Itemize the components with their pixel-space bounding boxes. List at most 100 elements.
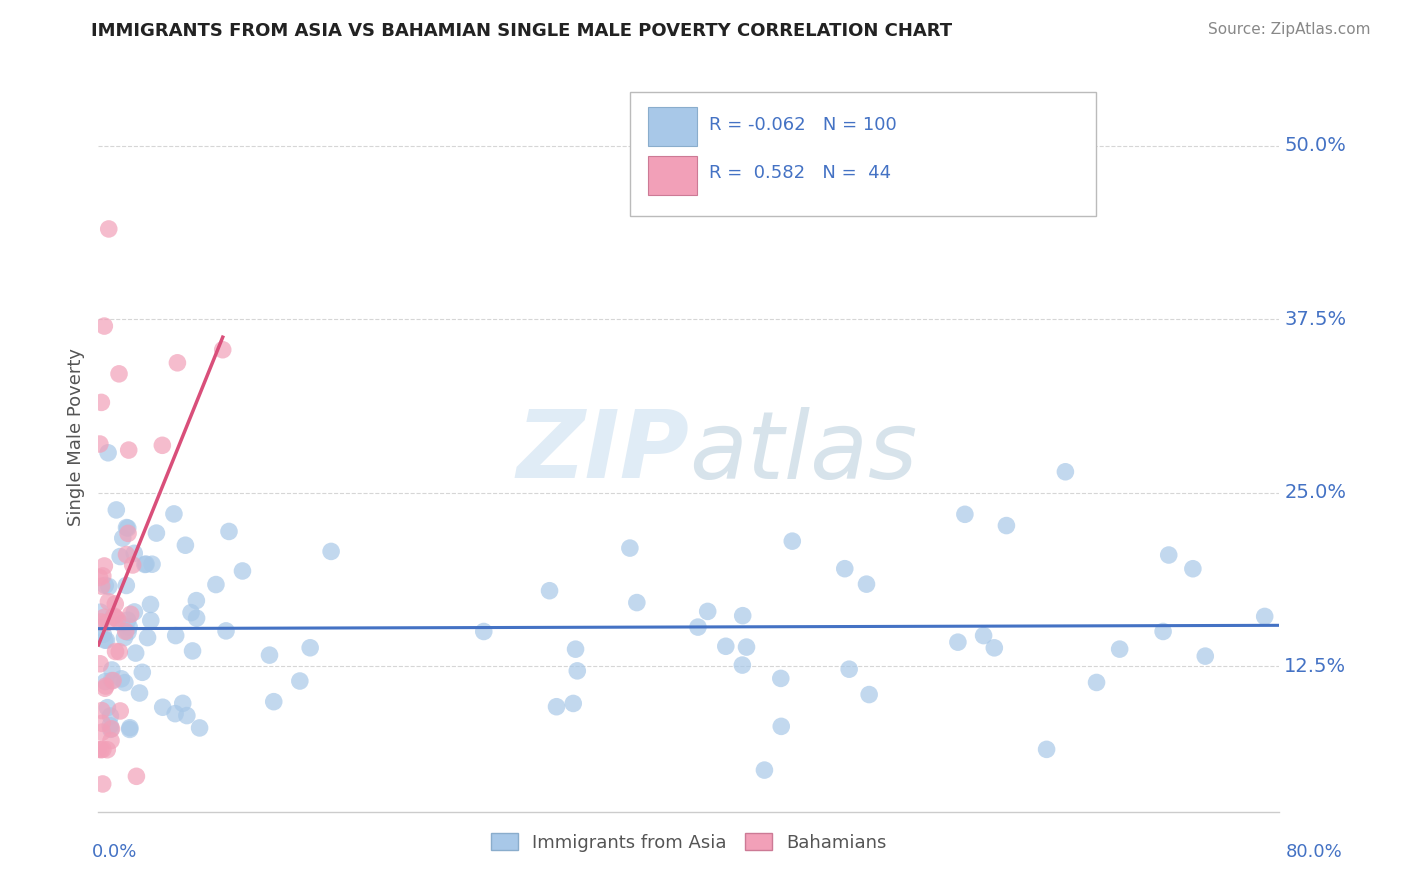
Point bbox=[108, 549, 131, 564]
Text: 80.0%: 80.0% bbox=[1286, 843, 1343, 861]
Point bbox=[90, 615, 112, 629]
Text: IMMIGRANTS FROM ASIA VS BAHAMIAN SINGLE MALE POVERTY CORRELATION CHART: IMMIGRANTS FROM ASIA VS BAHAMIAN SINGLE … bbox=[91, 22, 952, 40]
Point bbox=[110, 672, 132, 686]
Point bbox=[87, 742, 110, 756]
Point bbox=[619, 541, 641, 555]
Point bbox=[94, 679, 117, 693]
Point bbox=[117, 625, 139, 640]
Point bbox=[110, 704, 132, 718]
Point bbox=[135, 557, 157, 571]
Point bbox=[134, 558, 156, 572]
Point bbox=[104, 644, 127, 658]
Point bbox=[93, 558, 115, 573]
Point bbox=[97, 580, 120, 594]
Point bbox=[626, 596, 648, 610]
Point bbox=[180, 606, 202, 620]
Point bbox=[101, 609, 124, 624]
Point bbox=[94, 633, 117, 648]
Point bbox=[115, 548, 138, 562]
Point bbox=[94, 674, 117, 689]
Point bbox=[139, 598, 162, 612]
Point bbox=[567, 664, 589, 678]
Point bbox=[165, 706, 187, 721]
Point bbox=[186, 611, 208, 625]
Point bbox=[231, 564, 253, 578]
Point bbox=[1254, 609, 1277, 624]
Point bbox=[152, 700, 174, 714]
Point bbox=[1194, 649, 1216, 664]
Text: Source: ZipAtlas.com: Source: ZipAtlas.com bbox=[1208, 22, 1371, 37]
Point bbox=[96, 743, 118, 757]
Point bbox=[94, 578, 117, 592]
Point bbox=[91, 716, 114, 731]
Point bbox=[91, 742, 114, 756]
Point bbox=[118, 721, 141, 735]
Point bbox=[124, 605, 146, 619]
Point bbox=[97, 222, 120, 236]
Point bbox=[89, 570, 111, 584]
Point bbox=[118, 620, 141, 634]
Point bbox=[299, 640, 322, 655]
Point bbox=[946, 635, 969, 649]
Point bbox=[98, 719, 121, 733]
Point bbox=[166, 356, 188, 370]
Point bbox=[1085, 675, 1108, 690]
Point bbox=[90, 605, 112, 619]
Point bbox=[855, 577, 877, 591]
Point bbox=[1152, 624, 1174, 639]
Point bbox=[769, 672, 792, 686]
Point bbox=[973, 629, 995, 643]
Point bbox=[108, 645, 131, 659]
Point bbox=[100, 733, 122, 747]
Point bbox=[136, 631, 159, 645]
Point bbox=[181, 644, 204, 658]
Point bbox=[91, 725, 114, 739]
Text: 0.0%: 0.0% bbox=[91, 843, 136, 861]
Point bbox=[150, 438, 173, 452]
Point bbox=[186, 593, 208, 607]
Point bbox=[731, 658, 754, 673]
Point bbox=[96, 615, 118, 630]
Point bbox=[94, 681, 117, 696]
Point bbox=[731, 608, 754, 623]
Point bbox=[259, 648, 281, 662]
Point bbox=[114, 624, 136, 639]
Point bbox=[562, 697, 585, 711]
Point bbox=[97, 595, 120, 609]
Point bbox=[124, 646, 146, 660]
FancyBboxPatch shape bbox=[648, 107, 697, 146]
Point bbox=[90, 704, 112, 718]
Point bbox=[117, 521, 139, 535]
Point bbox=[472, 624, 495, 639]
Point bbox=[90, 395, 112, 409]
Point bbox=[288, 673, 311, 688]
Legend: Immigrants from Asia, Bahamians: Immigrants from Asia, Bahamians bbox=[484, 826, 894, 859]
Point bbox=[546, 699, 568, 714]
Point bbox=[858, 688, 880, 702]
Point bbox=[163, 507, 186, 521]
Point bbox=[125, 769, 148, 783]
Point bbox=[120, 607, 142, 622]
Point bbox=[91, 569, 114, 583]
Point bbox=[117, 613, 139, 627]
Point bbox=[100, 723, 122, 737]
Point bbox=[89, 437, 111, 451]
Point bbox=[696, 604, 718, 618]
Point bbox=[714, 640, 737, 654]
Point bbox=[121, 558, 143, 572]
Point bbox=[100, 722, 122, 736]
Point bbox=[114, 631, 136, 645]
Point bbox=[118, 443, 141, 458]
Point bbox=[107, 613, 129, 627]
Point bbox=[538, 583, 561, 598]
Text: ZIP: ZIP bbox=[516, 406, 689, 498]
Point bbox=[165, 629, 187, 643]
Point bbox=[141, 558, 163, 572]
Point bbox=[218, 524, 240, 539]
Point bbox=[983, 640, 1005, 655]
Point bbox=[172, 697, 194, 711]
FancyBboxPatch shape bbox=[630, 93, 1097, 216]
Point bbox=[995, 518, 1018, 533]
Point bbox=[176, 708, 198, 723]
Point bbox=[834, 562, 856, 576]
